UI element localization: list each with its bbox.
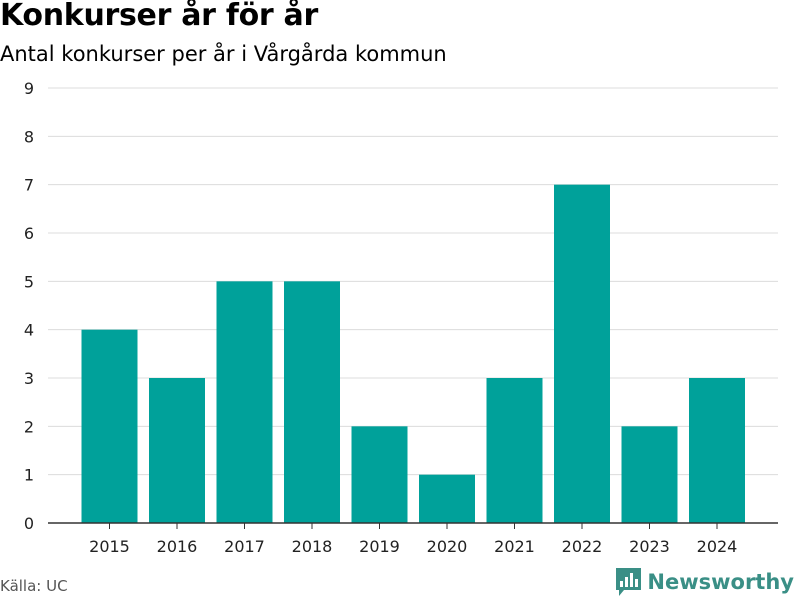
y-tick-label: 8 bbox=[24, 127, 34, 146]
y-tick-label: 5 bbox=[24, 272, 34, 291]
bar-2019 bbox=[351, 426, 408, 523]
x-tick-label: 2015 bbox=[89, 537, 130, 556]
bar-2020 bbox=[419, 474, 475, 523]
brand-name: Newsworthy bbox=[647, 570, 794, 594]
x-tick-label: 2019 bbox=[359, 537, 400, 556]
x-tick-label: 2017 bbox=[224, 537, 265, 556]
x-tick-label: 2024 bbox=[697, 537, 738, 556]
x-tick-label: 2016 bbox=[157, 537, 198, 556]
bar-2016 bbox=[149, 378, 205, 523]
x-tick-label: 2020 bbox=[427, 537, 468, 556]
bar-2017 bbox=[216, 281, 273, 523]
bar-2021 bbox=[486, 378, 543, 523]
y-tick-label: 0 bbox=[24, 514, 34, 533]
brand-logo: Newsworthy bbox=[616, 568, 794, 596]
x-tick-label: 2023 bbox=[629, 537, 670, 556]
x-tick-label: 2022 bbox=[562, 537, 603, 556]
y-tick-label: 7 bbox=[24, 176, 34, 195]
y-tick-label: 9 bbox=[24, 79, 34, 98]
y-tick-label: 6 bbox=[24, 224, 34, 243]
newsworthy-logo-icon bbox=[616, 568, 642, 596]
x-tick-label: 2018 bbox=[292, 537, 333, 556]
y-tick-label: 1 bbox=[24, 466, 34, 485]
bar-2022 bbox=[554, 184, 610, 523]
source-note: Källa: UC bbox=[0, 577, 68, 595]
bar-2024 bbox=[689, 378, 745, 523]
chart-subtitle: Antal konkurser per år i Vårgårda kommun bbox=[0, 42, 447, 66]
y-tick-label: 2 bbox=[24, 417, 34, 436]
chart-title: Konkurser år för år bbox=[0, 0, 318, 33]
x-tick-label: 2021 bbox=[494, 537, 535, 556]
bar-2023 bbox=[621, 426, 678, 523]
bar-2018 bbox=[284, 281, 340, 523]
y-tick-label: 3 bbox=[24, 369, 34, 388]
bar-2015 bbox=[81, 329, 138, 523]
y-tick-label: 4 bbox=[24, 321, 34, 340]
